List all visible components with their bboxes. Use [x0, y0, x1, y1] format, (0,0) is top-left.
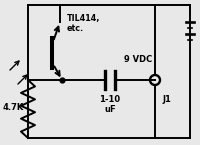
Text: 9 VDC: 9 VDC — [124, 55, 152, 64]
Text: J1: J1 — [162, 95, 171, 104]
Text: 4.7K: 4.7K — [3, 104, 24, 113]
Text: TIL414,
etc.: TIL414, etc. — [67, 14, 100, 33]
Text: 1-10
uF: 1-10 uF — [99, 95, 121, 114]
